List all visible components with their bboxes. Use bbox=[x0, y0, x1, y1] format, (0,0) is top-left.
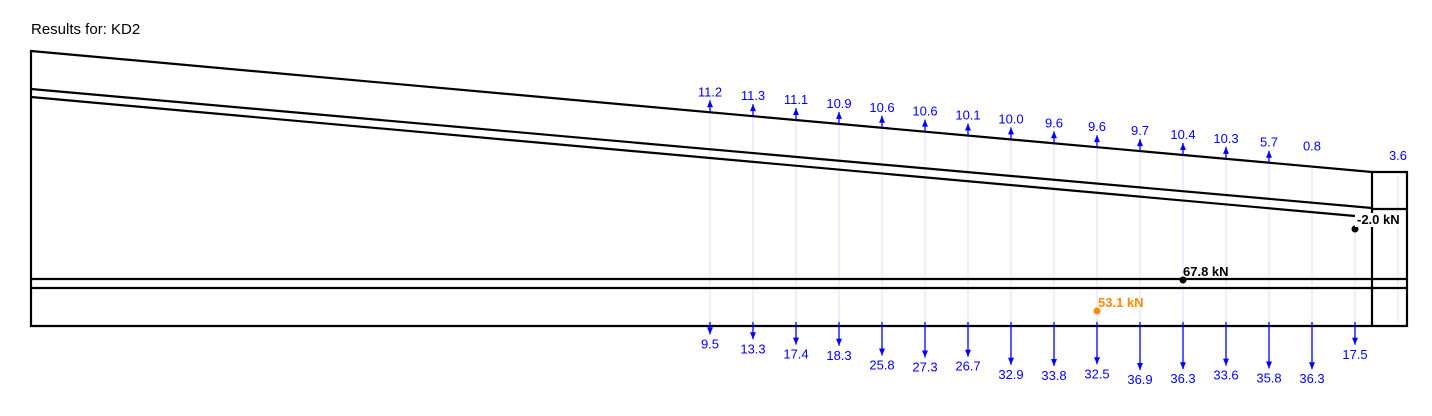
bottom-reaction-arrow-head bbox=[1180, 362, 1186, 370]
point-load-marker bbox=[1093, 307, 1101, 315]
bottom-reaction-arrow-head bbox=[965, 349, 971, 357]
top-reaction-arrow-head bbox=[793, 108, 799, 116]
bottom-reaction-label: 17.5 bbox=[1342, 347, 1367, 362]
point-load-label: 53.1 kN bbox=[1098, 295, 1144, 310]
top-reaction-label: 10.9 bbox=[826, 96, 851, 111]
top-reaction-label: 11.3 bbox=[741, 88, 765, 103]
bottom-reaction-arrow-head bbox=[707, 327, 713, 335]
top-reaction-arrow-head bbox=[1137, 139, 1143, 147]
bottom-reaction-arrow-head bbox=[1266, 361, 1272, 369]
bottom-reaction-arrow-head bbox=[1051, 358, 1057, 366]
top-reaction-arrow-head bbox=[707, 100, 713, 108]
label-bg bbox=[1355, 213, 1401, 227]
top-reaction-arrow-head bbox=[1266, 150, 1272, 158]
top-reaction-arrow-head bbox=[836, 111, 842, 119]
top-reaction-label: 10.0 bbox=[998, 111, 1023, 126]
top-reaction-arrow-head bbox=[1223, 146, 1229, 154]
bottom-reaction-arrow-head bbox=[793, 337, 799, 345]
top-reaction-label: 10.3 bbox=[1213, 131, 1238, 146]
results-title: Results for: KD2 bbox=[31, 21, 141, 38]
point-load-label: 67.8 kN bbox=[1183, 264, 1229, 279]
top-reaction-label: 10.6 bbox=[912, 104, 937, 119]
bottom-reaction-label: 36.3 bbox=[1299, 371, 1324, 386]
point-load-marker bbox=[1351, 225, 1359, 233]
bottom-reaction-label: 33.8 bbox=[1041, 368, 1066, 383]
top-reaction-arrow-head bbox=[879, 115, 885, 123]
bottom-reaction-arrow-head bbox=[1137, 362, 1143, 370]
bottom-reaction-arrow-head bbox=[1094, 357, 1100, 365]
bottom-reaction-arrow-head bbox=[922, 350, 928, 358]
top-reaction-arrow-head bbox=[965, 123, 971, 131]
bottom-reaction-label: 36.3 bbox=[1170, 371, 1195, 386]
bottom-reaction-label: 25.8 bbox=[869, 358, 894, 373]
top-reaction-label: 5.7 bbox=[1260, 135, 1278, 150]
outer-outline bbox=[29, 49, 1409, 328]
bottom-reaction-label: 18.3 bbox=[826, 348, 851, 363]
bottom-reaction-label: 32.9 bbox=[998, 367, 1023, 382]
bottom-reaction-arrow-head bbox=[879, 348, 885, 356]
bottom-reaction-label: 17.4 bbox=[783, 347, 808, 362]
bottom-reaction-arrow-head bbox=[1223, 358, 1229, 366]
top-reaction-label: 9.6 bbox=[1045, 115, 1063, 130]
top-reaction-label: 0.8 bbox=[1303, 139, 1321, 154]
bottom-reaction-arrow-head bbox=[1008, 357, 1014, 365]
bottom-reaction-label: 35.8 bbox=[1256, 371, 1281, 386]
bottom-reaction-label: 9.5 bbox=[701, 336, 719, 351]
bottom-reaction-label: 13.3 bbox=[740, 341, 765, 356]
top-reaction-label: 11.2 bbox=[698, 84, 722, 99]
bottom-reaction-label: 36.9 bbox=[1127, 372, 1152, 387]
top-reaction-label: 9.6 bbox=[1088, 119, 1106, 134]
bottom-reaction-label: 33.6 bbox=[1213, 368, 1238, 383]
top-reaction-label: 10.1 bbox=[955, 108, 980, 123]
top-reaction-arrow-head bbox=[1051, 131, 1057, 139]
top-reaction-label: 3.6 bbox=[1389, 148, 1407, 163]
bottom-reaction-arrow-head bbox=[750, 332, 756, 340]
top-reaction-arrow-head bbox=[750, 104, 756, 112]
bottom-reaction-arrow-head bbox=[836, 338, 842, 346]
bottom-reaction-arrow-head bbox=[1352, 337, 1358, 345]
lower-chord-line bbox=[30, 95, 1356, 218]
bottom-reaction-label: 26.7 bbox=[955, 359, 980, 374]
top-reaction-label: 10.4 bbox=[1170, 127, 1195, 142]
top-reaction-label: 9.7 bbox=[1131, 123, 1149, 138]
top-reaction-arrow-head bbox=[1008, 127, 1014, 135]
top-reaction-label: 11.1 bbox=[784, 92, 808, 107]
top-reaction-arrow-head bbox=[922, 119, 928, 127]
bottom-reaction-arrow-head bbox=[1309, 362, 1315, 370]
bottom-reaction-label: 27.3 bbox=[912, 359, 937, 374]
top-reaction-label: 10.6 bbox=[869, 100, 894, 115]
bottom-reaction-label: 32.5 bbox=[1084, 366, 1109, 381]
top-reaction-arrow-head bbox=[1094, 135, 1100, 143]
top-reaction-arrow-head bbox=[1180, 142, 1186, 150]
point-load-label: -2.0 kN bbox=[1357, 212, 1400, 227]
upper-chord-line bbox=[30, 87, 1373, 210]
point-load-marker bbox=[1179, 276, 1187, 284]
